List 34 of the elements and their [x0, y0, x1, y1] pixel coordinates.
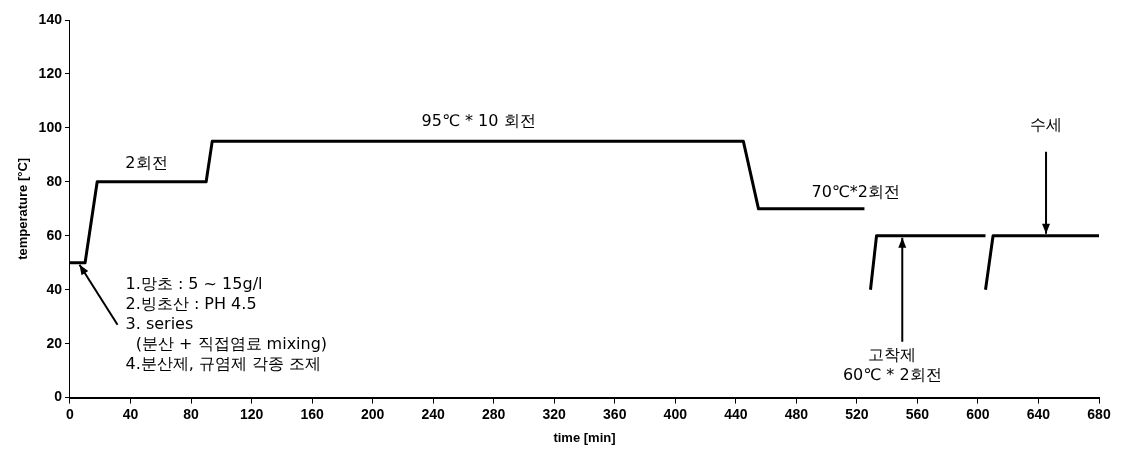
x-tick-label: 320 [542, 405, 567, 422]
y-tick-label: 20 [46, 334, 63, 351]
y-tick-label: 0 [54, 388, 63, 405]
x-tick-label: 0 [66, 405, 75, 422]
x-tick-label: 680 [1087, 405, 1111, 422]
annotation: 수세 [1030, 114, 1063, 134]
x-tick-label: 560 [905, 405, 930, 422]
annotation: 95℃ * 10 회전 [421, 110, 536, 130]
annotation: 70℃*2회전 [811, 181, 900, 201]
x-tick-label: 480 [784, 405, 809, 422]
x-tick-label: 160 [300, 405, 324, 422]
x-tick-label: 640 [1026, 405, 1051, 422]
x-tick-label: 360 [603, 405, 627, 422]
x-tick-label: 80 [183, 405, 200, 422]
annotation: 1.망초 : 5 ~ 15g/l 2.빙초산 : PH 4.5 3. series (분산 + 직접염료 mixing) 4.분산제, 규염제 각종 조제 [125, 273, 328, 373]
x-axis-title: time [min] [553, 429, 616, 445]
y-tick-label: 120 [38, 64, 63, 81]
y-tick-label: 60 [46, 226, 63, 243]
y-axis-title: temperature [°C] [15, 157, 31, 260]
annotation: 2회전 [125, 152, 168, 172]
y-tick-label: 80 [46, 172, 63, 189]
x-tick-label: 40 [122, 405, 139, 422]
x-tick-label: 120 [239, 405, 264, 422]
x-tick-label: 440 [724, 405, 748, 422]
annotation: 고착제 60℃ * 2회전 [842, 344, 942, 384]
x-tick-label: 520 [845, 405, 869, 422]
x-tick-label: 240 [421, 405, 446, 422]
y-tick-label: 40 [46, 280, 63, 297]
x-tick-label: 600 [966, 405, 990, 422]
y-tick-label: 100 [38, 118, 63, 135]
x-tick-label: 200 [360, 405, 385, 422]
x-tick-label: 280 [482, 405, 506, 422]
x-tick-label: 400 [663, 405, 688, 422]
y-tick-label: 140 [38, 10, 63, 27]
